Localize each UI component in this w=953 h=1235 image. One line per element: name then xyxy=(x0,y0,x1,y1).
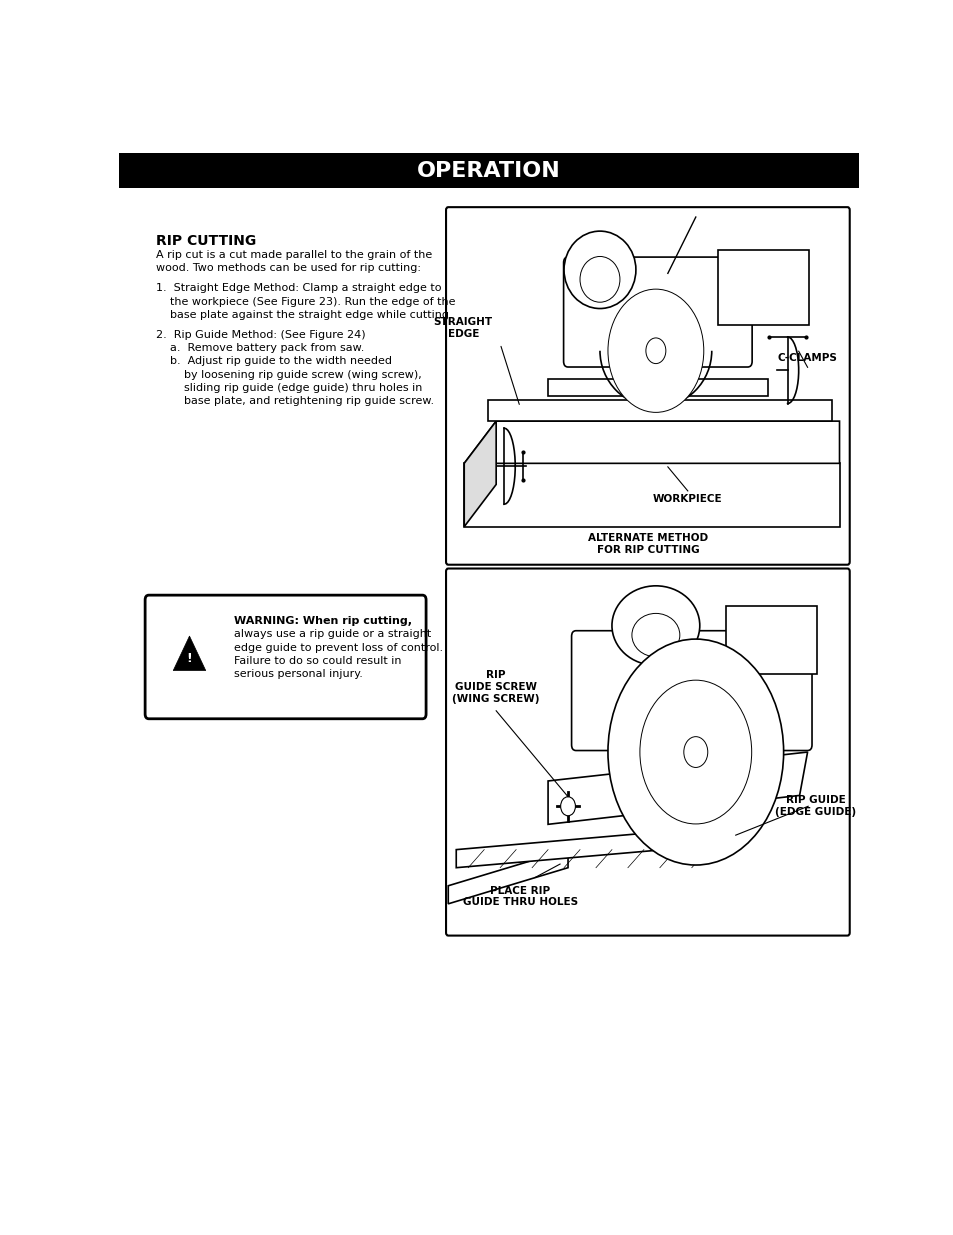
Ellipse shape xyxy=(631,614,679,657)
Text: STRAIGHT
EDGE: STRAIGHT EDGE xyxy=(434,317,493,338)
Circle shape xyxy=(639,680,751,824)
Text: 2.  Rip Guide Method: (See Figure 24): 2. Rip Guide Method: (See Figure 24) xyxy=(156,330,365,340)
FancyBboxPatch shape xyxy=(145,595,426,719)
Text: RIP CUTTING: RIP CUTTING xyxy=(156,233,256,248)
Text: serious personal injury.: serious personal injury. xyxy=(233,669,362,679)
FancyBboxPatch shape xyxy=(571,631,811,751)
Text: wood. Two methods can be used for rip cutting:: wood. Two methods can be used for rip cu… xyxy=(156,263,421,273)
Polygon shape xyxy=(488,400,831,421)
Text: the workpiece (See Figure 23). Run the edge of the: the workpiece (See Figure 23). Run the e… xyxy=(156,296,456,306)
Text: Failure to do so could result in: Failure to do so could result in xyxy=(233,656,401,666)
Text: by loosening rip guide screw (wing screw),: by loosening rip guide screw (wing screw… xyxy=(156,369,421,380)
Polygon shape xyxy=(448,850,567,904)
Text: RIP GUIDE
(EDGE GUIDE): RIP GUIDE (EDGE GUIDE) xyxy=(774,795,855,818)
Circle shape xyxy=(607,289,703,412)
Polygon shape xyxy=(547,752,807,824)
FancyBboxPatch shape xyxy=(446,568,849,936)
Text: sliding rip guide (edge guide) thru holes in: sliding rip guide (edge guide) thru hole… xyxy=(156,383,422,393)
Circle shape xyxy=(560,797,575,816)
Text: 1.  Straight Edge Method: Clamp a straight edge to: 1. Straight Edge Method: Clamp a straigh… xyxy=(156,283,441,293)
Text: always use a rip guide or a straight: always use a rip guide or a straight xyxy=(233,630,431,640)
Text: WORKPIECE: WORKPIECE xyxy=(652,494,721,504)
FancyBboxPatch shape xyxy=(446,207,849,564)
Circle shape xyxy=(683,736,707,767)
Polygon shape xyxy=(456,824,747,868)
Text: RIP
GUIDE SCREW
(WING SCREW): RIP GUIDE SCREW (WING SCREW) xyxy=(452,671,539,704)
FancyBboxPatch shape xyxy=(725,605,816,674)
Text: !: ! xyxy=(187,652,193,666)
Polygon shape xyxy=(547,379,767,396)
Bar xyxy=(119,153,858,188)
Text: ALTERNATE METHOD
FOR RIP CUTTING: ALTERNATE METHOD FOR RIP CUTTING xyxy=(587,534,707,555)
Ellipse shape xyxy=(611,585,700,666)
Polygon shape xyxy=(464,421,839,463)
Circle shape xyxy=(607,638,782,864)
Circle shape xyxy=(645,338,665,363)
Text: a.  Remove battery pack from saw.: a. Remove battery pack from saw. xyxy=(156,343,364,353)
Text: base plate, and retightening rip guide screw.: base plate, and retightening rip guide s… xyxy=(156,396,434,406)
Text: WARNING: When rip cutting,: WARNING: When rip cutting, xyxy=(233,616,412,626)
Polygon shape xyxy=(464,421,496,526)
FancyBboxPatch shape xyxy=(563,257,751,367)
Ellipse shape xyxy=(579,257,619,303)
Text: edge guide to prevent loss of control.: edge guide to prevent loss of control. xyxy=(233,642,442,652)
Ellipse shape xyxy=(563,231,636,309)
Text: PLACE RIP
GUIDE THRU HOLES: PLACE RIP GUIDE THRU HOLES xyxy=(462,885,578,908)
Polygon shape xyxy=(464,463,839,526)
Text: C-CLAMPS: C-CLAMPS xyxy=(777,353,837,363)
Text: base plate against the straight edge while cutting.: base plate against the straight edge whi… xyxy=(156,310,453,320)
Text: A rip cut is a cut made parallel to the grain of the: A rip cut is a cut made parallel to the … xyxy=(156,249,432,259)
Text: b.  Adjust rip guide to the width needed: b. Adjust rip guide to the width needed xyxy=(156,357,392,367)
Polygon shape xyxy=(173,636,206,671)
Text: OPERATION: OPERATION xyxy=(416,161,560,180)
FancyBboxPatch shape xyxy=(718,251,808,325)
